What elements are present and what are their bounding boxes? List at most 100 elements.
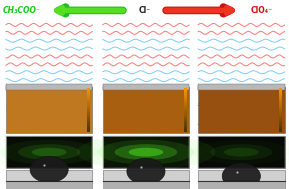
Ellipse shape <box>212 93 218 95</box>
Ellipse shape <box>135 117 140 118</box>
Ellipse shape <box>28 107 32 109</box>
Ellipse shape <box>227 89 234 90</box>
Ellipse shape <box>32 148 66 156</box>
Ellipse shape <box>263 111 268 113</box>
FancyBboxPatch shape <box>103 136 189 168</box>
Ellipse shape <box>125 107 130 108</box>
Ellipse shape <box>104 112 110 114</box>
Ellipse shape <box>151 100 153 101</box>
Polygon shape <box>30 156 68 181</box>
Ellipse shape <box>124 109 127 110</box>
Ellipse shape <box>73 115 77 117</box>
Ellipse shape <box>1 140 98 164</box>
Ellipse shape <box>169 98 173 99</box>
Ellipse shape <box>251 119 255 121</box>
Ellipse shape <box>144 98 149 100</box>
Ellipse shape <box>75 91 79 93</box>
Ellipse shape <box>60 98 66 99</box>
Ellipse shape <box>69 111 76 112</box>
Ellipse shape <box>239 100 245 101</box>
Ellipse shape <box>69 106 75 108</box>
Ellipse shape <box>77 97 81 98</box>
FancyBboxPatch shape <box>87 114 90 117</box>
FancyBboxPatch shape <box>279 108 282 110</box>
Ellipse shape <box>162 99 166 101</box>
Ellipse shape <box>29 124 33 125</box>
Ellipse shape <box>267 130 271 131</box>
Ellipse shape <box>123 107 130 108</box>
Ellipse shape <box>108 101 113 102</box>
Ellipse shape <box>124 115 131 116</box>
Ellipse shape <box>51 89 57 91</box>
Ellipse shape <box>16 91 18 92</box>
FancyBboxPatch shape <box>87 119 90 121</box>
FancyBboxPatch shape <box>184 94 187 97</box>
Ellipse shape <box>129 148 163 156</box>
Ellipse shape <box>29 96 34 98</box>
FancyBboxPatch shape <box>279 112 282 115</box>
Ellipse shape <box>149 117 154 119</box>
Ellipse shape <box>81 107 84 108</box>
Ellipse shape <box>243 95 247 96</box>
Ellipse shape <box>34 110 40 112</box>
Ellipse shape <box>58 128 63 129</box>
FancyBboxPatch shape <box>198 87 285 133</box>
Ellipse shape <box>130 96 136 97</box>
Ellipse shape <box>199 106 203 107</box>
Ellipse shape <box>237 118 240 119</box>
Ellipse shape <box>13 104 18 105</box>
Ellipse shape <box>16 93 22 94</box>
FancyBboxPatch shape <box>87 92 90 94</box>
Ellipse shape <box>208 89 211 91</box>
Ellipse shape <box>69 118 76 119</box>
Ellipse shape <box>239 107 242 109</box>
Ellipse shape <box>278 96 285 97</box>
Ellipse shape <box>216 113 223 114</box>
Ellipse shape <box>224 96 227 97</box>
FancyBboxPatch shape <box>184 88 187 90</box>
Ellipse shape <box>152 93 155 94</box>
Ellipse shape <box>279 112 282 114</box>
FancyBboxPatch shape <box>87 88 90 90</box>
Ellipse shape <box>147 107 154 108</box>
Ellipse shape <box>165 126 172 128</box>
Ellipse shape <box>84 114 91 116</box>
Ellipse shape <box>250 131 254 133</box>
FancyBboxPatch shape <box>87 121 90 123</box>
Ellipse shape <box>144 111 150 112</box>
Ellipse shape <box>176 94 181 95</box>
Ellipse shape <box>105 113 110 114</box>
Ellipse shape <box>232 103 237 105</box>
FancyBboxPatch shape <box>198 170 285 189</box>
Ellipse shape <box>69 110 72 112</box>
Ellipse shape <box>166 93 172 94</box>
FancyBboxPatch shape <box>279 128 282 130</box>
Ellipse shape <box>239 97 245 99</box>
Ellipse shape <box>127 121 131 123</box>
Ellipse shape <box>245 121 249 122</box>
Ellipse shape <box>181 130 184 132</box>
Ellipse shape <box>81 127 84 128</box>
FancyBboxPatch shape <box>87 90 90 92</box>
FancyBboxPatch shape <box>184 123 187 126</box>
Text: Cl⁻: Cl⁻ <box>138 6 151 15</box>
Ellipse shape <box>279 95 284 96</box>
Ellipse shape <box>134 92 140 93</box>
Ellipse shape <box>267 94 271 95</box>
Ellipse shape <box>252 103 258 105</box>
Ellipse shape <box>177 116 184 117</box>
Ellipse shape <box>63 130 66 132</box>
Ellipse shape <box>203 114 210 115</box>
Ellipse shape <box>166 106 171 107</box>
Ellipse shape <box>44 127 49 128</box>
FancyBboxPatch shape <box>103 170 189 189</box>
Ellipse shape <box>210 144 273 160</box>
Ellipse shape <box>42 113 49 114</box>
Ellipse shape <box>123 96 129 97</box>
Ellipse shape <box>12 130 18 131</box>
Ellipse shape <box>145 94 147 96</box>
Ellipse shape <box>123 105 128 106</box>
Ellipse shape <box>36 107 41 109</box>
FancyBboxPatch shape <box>6 170 92 189</box>
Ellipse shape <box>218 116 221 118</box>
